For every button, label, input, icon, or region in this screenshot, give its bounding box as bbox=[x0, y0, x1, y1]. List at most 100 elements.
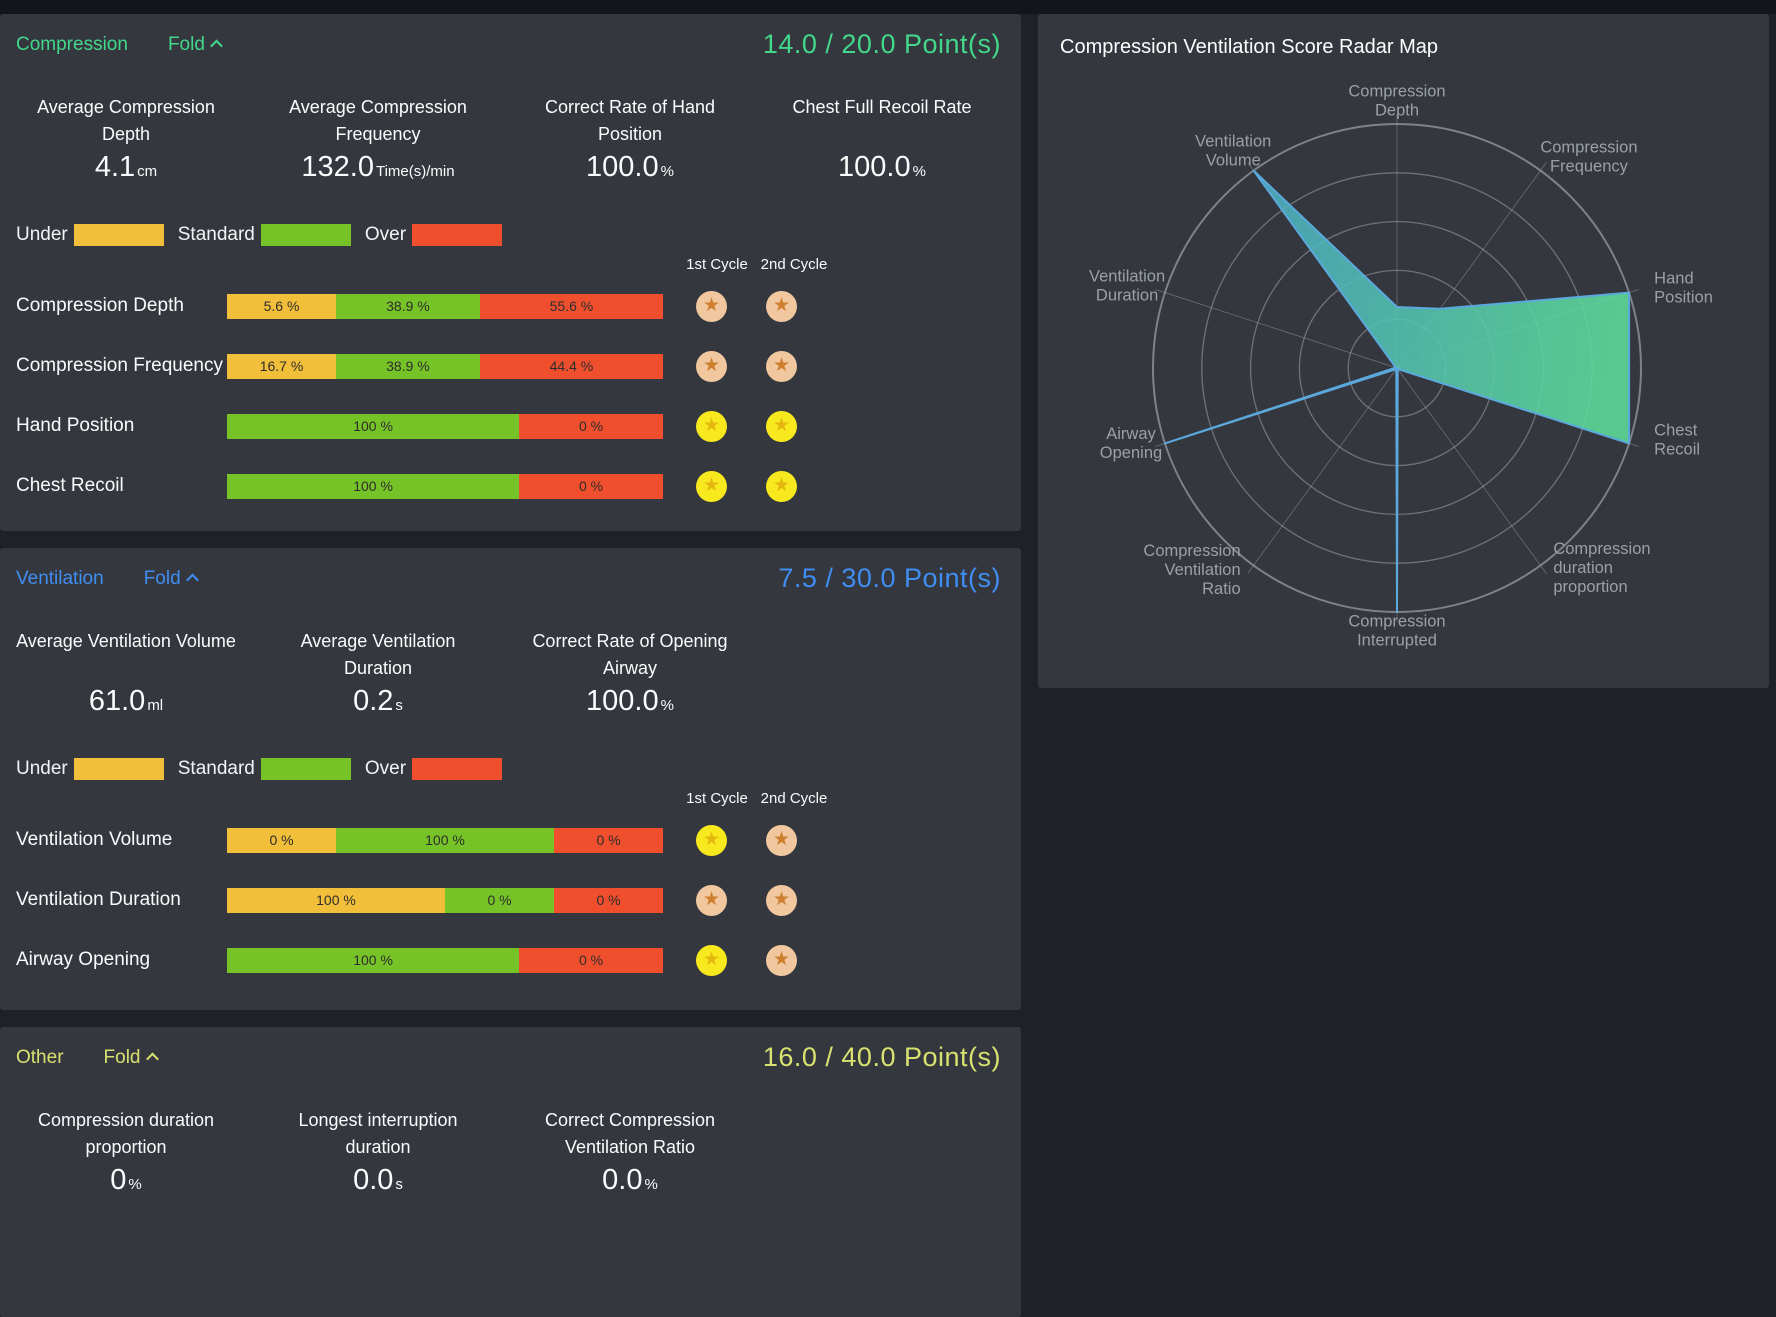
metric-value-unit: s bbox=[395, 697, 403, 714]
metric-value: 0.2 s bbox=[252, 685, 504, 718]
cycle-header-2nd: 2nd Cycle bbox=[760, 256, 828, 273]
star-icon: ★ bbox=[702, 888, 721, 910]
compression-bar-rows: Compression Depth 5.6 % 38.9 % 55.6 % ★ ★ Comp… bbox=[0, 276, 1021, 516]
metric-value: 100.0% bbox=[756, 151, 1008, 184]
legend-label: Under bbox=[16, 758, 68, 779]
legend-label: Over bbox=[364, 224, 407, 245]
metric-value-unit: s bbox=[395, 1176, 403, 1193]
stacked-bar: 100 % 0 % bbox=[227, 473, 663, 499]
compression-metric: Average Compression Frequency 132.0 Time(s)… bbox=[252, 94, 504, 184]
metric-value: 0.0% bbox=[504, 1164, 756, 1197]
gold-medal-badge: ★ bbox=[766, 470, 797, 502]
bar-segment-over: 55.6 % bbox=[479, 293, 663, 319]
fold-label: Fold bbox=[103, 1046, 141, 1068]
bar-segment-standard: 100 % bbox=[227, 413, 520, 439]
ventilation-fold-button[interactable]: Fold bbox=[144, 568, 199, 590]
star-icon: ★ bbox=[772, 474, 791, 496]
bar-segment-under: 16.7 % bbox=[227, 353, 336, 379]
radar-score-polygon bbox=[1163, 169, 1631, 613]
metric-value: 0.0 s bbox=[252, 1164, 504, 1197]
star-icon: ★ bbox=[772, 888, 791, 910]
star-icon: ★ bbox=[702, 414, 721, 436]
metric-value-unit: % bbox=[912, 163, 926, 180]
legend-label: Under bbox=[16, 224, 68, 245]
metric-label: Correct Rate of Opening Airway bbox=[504, 628, 756, 682]
radar-panel: Compression Depth Compression Frequency Hand… bbox=[1038, 14, 1769, 688]
bar-segment-over: 44.4 % bbox=[479, 353, 663, 379]
metric-value-number: 61.0 bbox=[88, 685, 146, 717]
bar-row-label: Compression Frequency bbox=[16, 355, 223, 376]
ventilation-metric: Average Ventilation Duration 0.2 s bbox=[252, 628, 504, 718]
bronze-medal-badge: ★ bbox=[766, 944, 797, 976]
cycle-header-spacer bbox=[0, 790, 678, 810]
bronze-medal-badge: ★ bbox=[766, 290, 797, 322]
metric-value: 100.0% bbox=[504, 151, 756, 184]
metric-label: Chest Full Recoil Rate bbox=[756, 94, 1008, 148]
ventilation-panel-title: Ventilation bbox=[16, 567, 104, 589]
star-icon: ★ bbox=[702, 828, 721, 850]
metric-value-unit: Time(s)/min bbox=[375, 163, 455, 180]
metric-value: 0% bbox=[0, 1164, 252, 1197]
star-icon: ★ bbox=[772, 294, 791, 316]
metric-label: Average Ventilation Duration bbox=[252, 628, 504, 682]
bar-row: Hand Position 100 % 0 % ★ ★ bbox=[0, 396, 1021, 456]
bar-row-label: Hand Position bbox=[16, 415, 135, 436]
compression-cycle-headers: 1st Cycle 2nd Cycle bbox=[0, 256, 1021, 276]
other-panel-title: Other bbox=[16, 1046, 64, 1068]
metric-value-unit: % bbox=[128, 1176, 142, 1193]
compression-panel: Compression Fold 14.0 / 20.0 Point(s) Av… bbox=[0, 14, 1021, 531]
star-icon: ★ bbox=[702, 474, 721, 496]
metric-label-line: Airway bbox=[602, 658, 657, 678]
radar-axis-spoke bbox=[1155, 289, 1398, 369]
legend-swatch-over bbox=[412, 224, 503, 246]
star-icon: ★ bbox=[772, 948, 791, 970]
bronze-medal-badge: ★ bbox=[696, 290, 727, 322]
metric-label: Average Compression Frequency bbox=[252, 94, 504, 148]
metric-label-line: Correct Rate of Opening bbox=[532, 631, 728, 651]
bar-segment-standard: 0 % bbox=[445, 887, 554, 913]
bronze-medal-badge: ★ bbox=[766, 350, 797, 382]
metric-value-number: 0.0 bbox=[602, 1164, 643, 1196]
score-panels-column: Compression Fold 14.0 / 20.0 Point(s) Av… bbox=[0, 14, 1021, 1317]
compression-metric: Average Compression Depth 4.1 cm bbox=[0, 94, 252, 184]
compression-panel-header: Compression Fold 14.0 / 20.0 Point(s) bbox=[0, 14, 1021, 60]
metric-value-unit: cm bbox=[137, 163, 158, 180]
metric-value-unit: % bbox=[660, 697, 674, 714]
star-icon: ★ bbox=[702, 948, 721, 970]
bar-row: Compression Depth 5.6 % 38.9 % 55.6 % ★ ★ bbox=[0, 276, 1021, 336]
compression-legend: Under Standard Over bbox=[0, 224, 1021, 246]
gold-medal-badge: ★ bbox=[696, 410, 727, 442]
other-panel-header: Other Fold 16.0 / 40.0 Point(s) bbox=[0, 1027, 1021, 1073]
radar-axis-label: Airway Opening bbox=[1100, 425, 1162, 462]
metric-value-number: 132.0 bbox=[301, 151, 374, 183]
metric-value-number: 100.0 bbox=[586, 685, 659, 717]
radar-axis-spoke bbox=[1396, 367, 1547, 574]
other-fold-button[interactable]: Fold bbox=[103, 1046, 159, 1069]
radar-axis-label: Compression Ventilation Ratio bbox=[1143, 542, 1240, 598]
ventilation-bar-rows: Ventilation Volume 0 % 100 % 0 % ★ ★ Ventilati… bbox=[0, 810, 1021, 990]
stacked-bar: 0 % 100 % 0 % bbox=[227, 827, 663, 853]
metric-label-line: Chest Full Recoil Rate bbox=[792, 97, 972, 117]
cycle-header-1st: 1st Cycle bbox=[686, 790, 748, 807]
radar-axis-label: Compression Frequency bbox=[1540, 139, 1637, 176]
metric-label-line: Frequency bbox=[335, 124, 421, 144]
compression-metric: Correct Rate of Hand Position 100.0% bbox=[504, 94, 756, 184]
compression-metric: Chest Full Recoil Rate 100.0% bbox=[756, 94, 1008, 184]
metric-value-number: 100.0 bbox=[586, 151, 659, 183]
metric-value: 61.0 ml bbox=[0, 685, 252, 718]
metric-label-line: Correct Compression bbox=[544, 1110, 716, 1130]
compression-metrics: Average Compression Depth 4.1 cm Average Com… bbox=[0, 94, 1021, 184]
metric-label-line: Longest interruption bbox=[298, 1110, 458, 1130]
legend-label: Standard bbox=[177, 758, 255, 779]
bar-row-label: Ventilation Volume bbox=[16, 829, 173, 850]
bar-segment-standard: 100 % bbox=[227, 947, 520, 973]
metric-label: Average Compression Depth bbox=[0, 94, 252, 148]
gold-medal-badge: ★ bbox=[696, 470, 727, 502]
bar-segment-over: 0 % bbox=[519, 947, 663, 973]
metric-label-line: Position bbox=[597, 124, 663, 144]
compression-fold-button[interactable]: Fold bbox=[168, 34, 223, 56]
radar-chart: Compression Depth Compression Frequency Hand… bbox=[1089, 83, 1713, 650]
metric-label-line: Duration bbox=[343, 658, 413, 678]
bar-row-label: Ventilation Duration bbox=[16, 889, 181, 910]
cycle-badges: ★ ★ bbox=[696, 944, 797, 976]
